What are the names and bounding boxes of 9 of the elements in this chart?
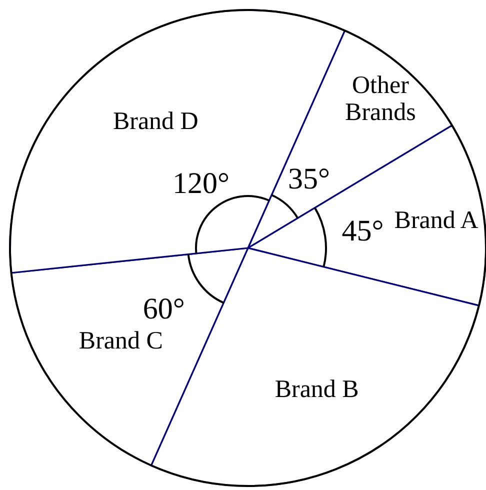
- data-label: 120°: [172, 166, 230, 200]
- data-label: 35°: [288, 162, 330, 196]
- slice-label: Brand B: [274, 376, 359, 403]
- slice-label: Other Brands: [345, 71, 416, 126]
- slice-label: Brand A: [394, 206, 478, 234]
- data-label: 45°: [342, 214, 384, 248]
- slice-label: Brand C: [78, 326, 163, 354]
- data-label: 60°: [142, 292, 185, 326]
- slice-label: Brand D: [112, 107, 198, 134]
